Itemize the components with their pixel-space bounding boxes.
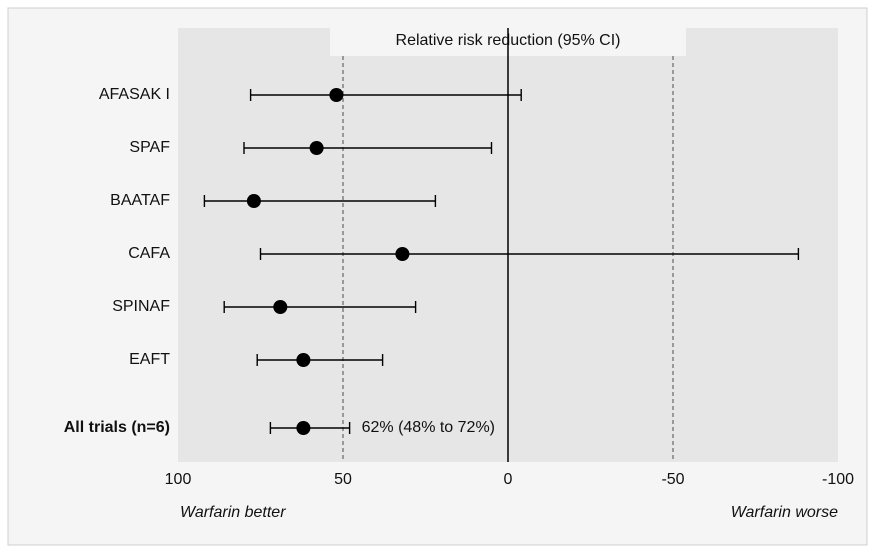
category-label: SPINAF — [112, 298, 170, 315]
right-label: Warfarin worse — [731, 504, 838, 521]
x-tick-label: 50 — [334, 471, 352, 488]
point-estimate — [309, 141, 324, 155]
category-label: SPAF — [129, 139, 170, 156]
point-estimate — [273, 300, 288, 314]
left-label: Warfarin better — [180, 504, 286, 521]
x-tick-label: 100 — [165, 471, 192, 488]
point-estimate — [329, 88, 344, 102]
x-tick-label: -100 — [822, 471, 854, 488]
point-estimate — [395, 247, 410, 261]
category-label: EAFT — [129, 351, 170, 368]
category-label: BAATAF — [110, 192, 170, 209]
category-label: CAFA — [128, 245, 170, 262]
point-estimate — [296, 353, 311, 367]
x-tick-label: -50 — [661, 471, 684, 488]
point-estimate — [296, 421, 311, 435]
category-label: All trials (n=6) — [64, 419, 170, 436]
x-tick-label: 0 — [504, 471, 513, 488]
category-label: AFASAK I — [99, 86, 170, 103]
summary-label: 62% (48% to 72%) — [362, 419, 495, 436]
point-estimate — [246, 194, 261, 208]
